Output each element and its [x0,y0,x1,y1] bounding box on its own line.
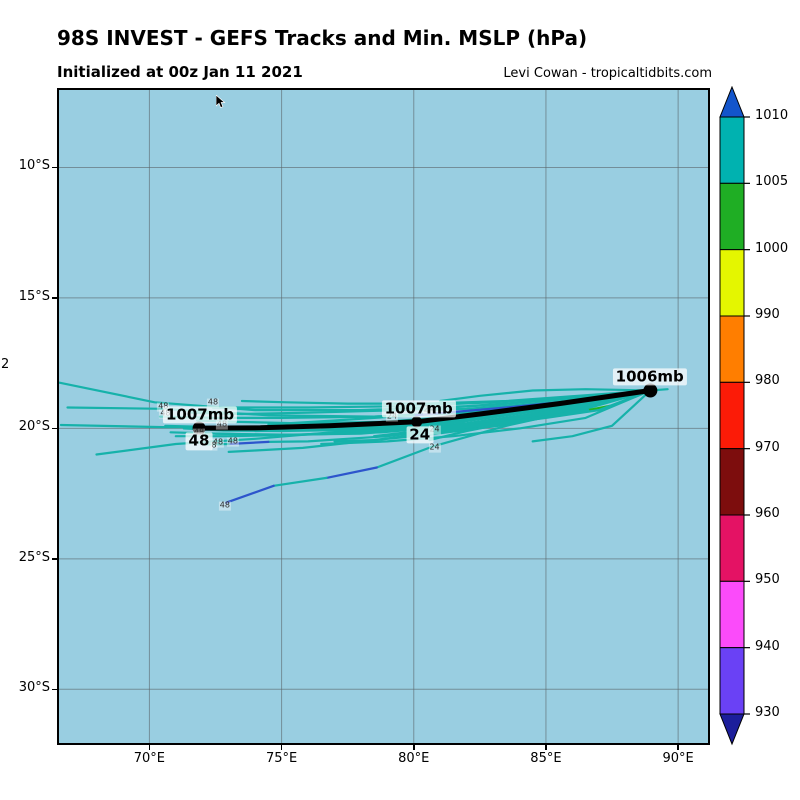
colorbar-band [719,249,745,317]
colorbar-band [719,182,745,251]
y-tick-mark [52,688,57,690]
colorbar-tick-label: 1000 [755,240,789,256]
stray-left-edge-label: 2 [1,357,10,372]
forecast-hour-label-small: 24 [428,424,441,435]
forecast-hour-label-small: 48 [215,419,229,430]
y-tick-mark [52,558,57,560]
colorbar-tick-label: 990 [755,307,780,322]
colorbar-band [719,448,745,516]
colorbar-band [719,514,745,582]
colorbar-band [719,116,745,184]
map-plot-area: 484848484848488482424242424481006mb1007m… [57,88,710,745]
pressure-label: 1006mb [612,367,687,386]
y-tick-mark [52,297,57,299]
y-tick-mark [52,166,57,169]
mean-position-dot [643,383,658,398]
tracks-layer [59,90,708,743]
colorbar-tick-label: 970 [755,439,780,455]
x-tick-label: 80°E [398,751,430,766]
colorbar-tick-label: 980 [755,373,780,389]
forecast-hour-label-small: 48 [226,436,239,447]
forecast-hour-label: 24 [406,426,434,444]
mouse-cursor-icon [216,95,226,109]
forecast-hour-label-small: 48 [206,397,220,408]
colorbar-arrow [719,86,745,118]
track-line [169,389,652,436]
track-line [439,389,652,431]
mslp-colorbar [719,86,750,746]
colorbar-arrow [719,713,745,746]
colorbar-tick-label: 1010 [755,108,789,123]
track-line [375,389,652,469]
forecast-hour-label-small: 48 [211,437,225,448]
pressure-label: 1007mb [162,406,238,424]
x-tick-label: 70°E [133,751,166,766]
y-tick-label: 10°S [18,158,50,174]
colorbar-tick-label: 950 [755,572,780,588]
y-tick-mark [52,427,57,430]
x-tick-mark [413,745,415,750]
track-line [320,389,652,446]
colorbar-band [719,647,745,715]
track-line [225,484,275,504]
colorbar-tick-label: 940 [755,638,780,654]
colorbar-tick-label: 960 [755,506,780,521]
chart-subtitle: Initialized at 00z Jan 11 2021 [57,63,303,81]
track-line [325,466,378,479]
chart-title: 98S INVEST - GEFS Tracks and Min. MSLP (… [57,26,588,50]
track-line [272,476,328,487]
mean-position-dot [192,421,206,435]
x-tick-mark [545,745,547,750]
track-line [182,389,652,433]
y-tick-label: 25°S [18,549,50,565]
colorbar-band [719,315,745,383]
x-tick-label: 90°E [662,751,694,766]
colorbar-tick-label: 930 [755,705,780,720]
colorbar-tick-label: 1005 [755,174,789,190]
pressure-label: 1007mb [381,400,456,418]
y-tick-label: 15°S [18,288,50,304]
credit-watermark: Levi Cowan - tropicaltidbits.com [503,66,712,81]
forecast-hour-label-small: 8 [210,440,218,451]
x-tick-mark [148,745,151,750]
x-tick-label: 85°E [530,751,562,766]
x-tick-label: 75°E [265,751,298,766]
x-tick-mark [677,745,679,750]
forecast-hour-label: 48 [185,432,213,450]
y-tick-label: 30°S [18,680,50,696]
colorbar-band [719,381,745,450]
colorbar-band [719,580,745,649]
track-line [439,388,652,403]
x-tick-mark [280,745,283,750]
y-tick-label: 20°S [18,419,50,435]
mean-position-dot [411,416,423,428]
track-line [227,440,270,446]
forecast-hour-label-small: 24 [428,442,441,453]
forecast-hour-label-small: 48 [218,500,231,511]
track-line [531,389,652,443]
